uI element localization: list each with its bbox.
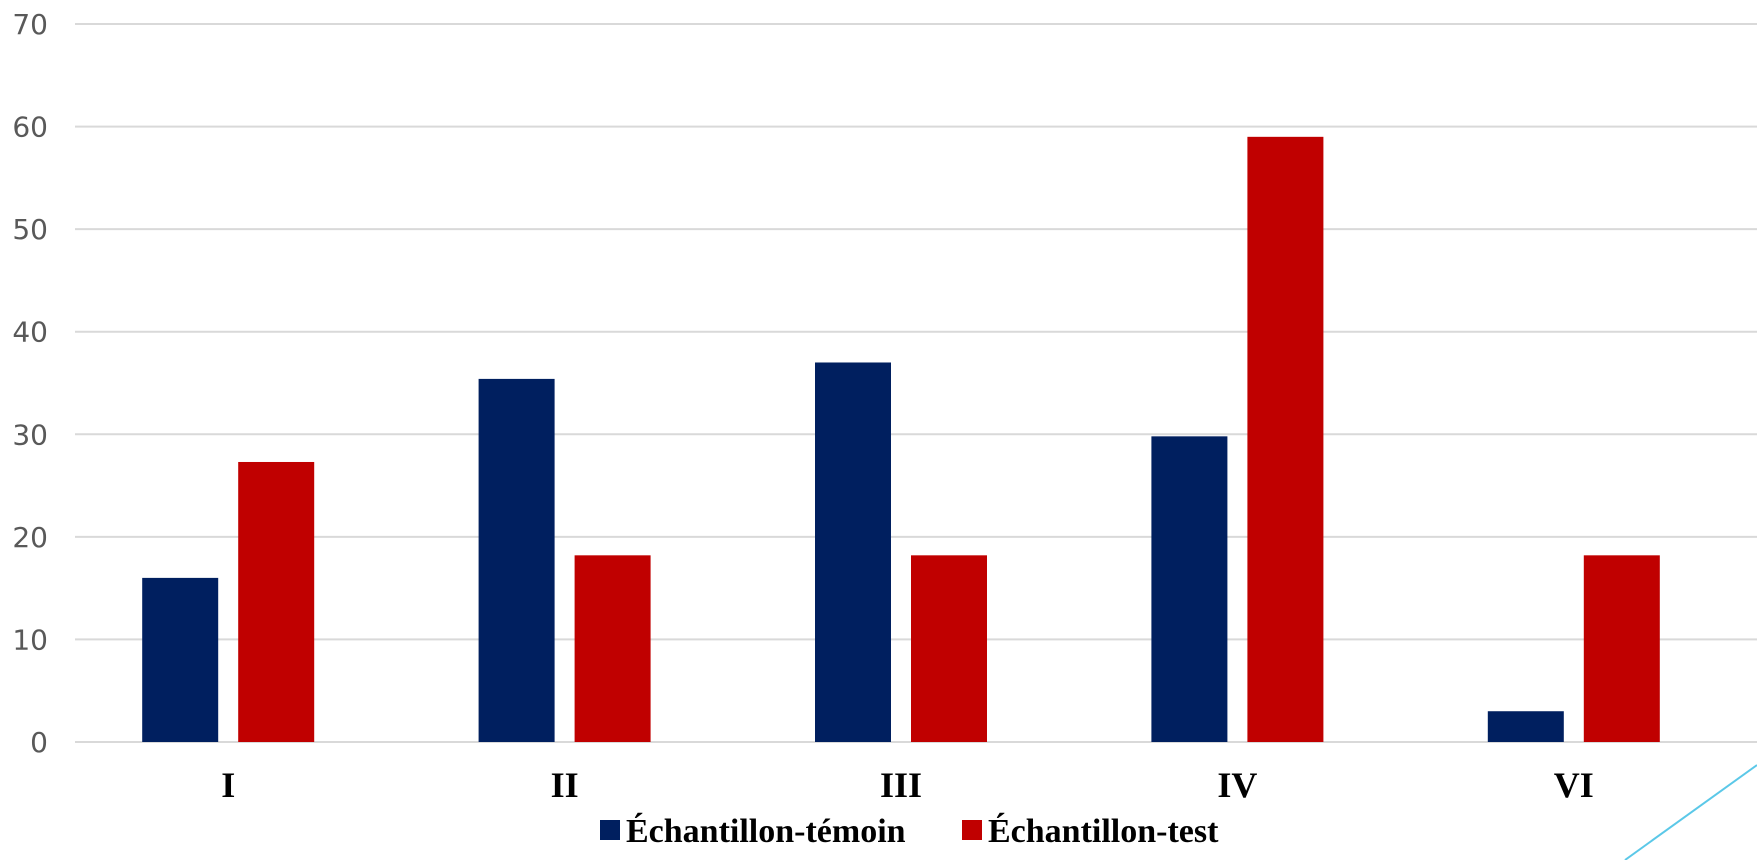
y-tick-label: 40 [12,316,48,349]
bar-test-II [574,555,651,742]
legend-swatch-test [962,820,982,840]
y-tick-label: 20 [12,521,48,554]
legend-label-temoin: Échantillon-témoin [626,813,906,850]
gridlines [75,23,1757,743]
bar-test-IV [1247,136,1324,743]
bar-temoin-IV [1151,436,1228,742]
y-tick-label: 50 [12,213,48,246]
x-tick-label: III [880,765,922,805]
y-tick-label: 30 [12,418,48,451]
y-tick-label: 10 [12,623,48,656]
y-tick-label: 0 [30,726,48,759]
y-tick-label: 70 [12,8,48,41]
x-tick-label: VI [1554,765,1594,805]
y-tick-label: 60 [12,111,48,144]
decorative-accent-line [1624,764,1757,860]
bar-temoin-VI [1487,711,1564,742]
x-tick-label: IV [1217,765,1257,805]
y-axis-ticks: 0 10 20 30 40 50 60 70 [12,8,48,759]
legend-swatch-temoin [600,820,620,840]
bars [142,136,1660,743]
x-axis-ticks: I II III IV VI [221,765,1594,805]
bar-test-I [238,461,315,742]
x-tick-label: I [221,765,235,805]
legend-label-test: Échantillon-test [988,813,1219,850]
legend: Échantillon-témoin Échantillon-test [600,813,1219,850]
x-tick-label: II [551,765,579,805]
bar-test-VI [1583,555,1660,742]
bar-temoin-III [815,362,891,742]
bar-temoin-I [142,577,219,742]
bar-temoin-II [478,378,555,742]
bar-test-III [911,555,987,742]
